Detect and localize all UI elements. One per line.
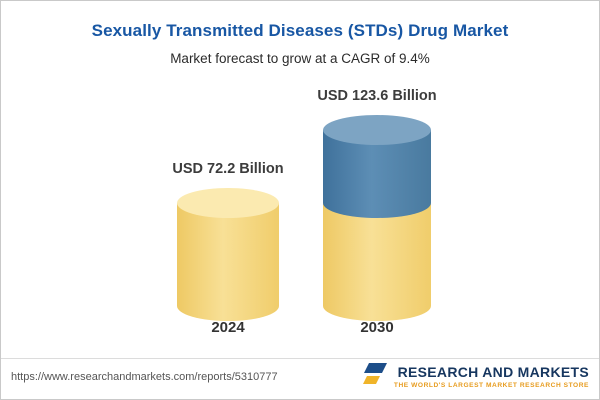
brand-tagline: THE WORLD'S LARGEST MARKET RESEARCH STOR… [393,382,589,389]
brand-text-block: RESEARCH AND MARKETS THE WORLD'S LARGEST… [394,364,589,389]
value-label-2024: USD 72.2 Billion [172,161,284,177]
research-and-markets-logo-icon [361,361,387,392]
bar-2024-top-ellipse [177,188,279,218]
page-subtitle: Market forecast to grow at a CAGR of 9.4… [170,51,430,66]
bar-2030-growth-top-ellipse [323,115,431,145]
brand-logo: RESEARCH AND MARKETS THE WORLD'S LARGEST… [361,361,589,392]
value-label-2030: USD 123.6 Billion [317,88,437,104]
bar-2024-body [177,203,279,306]
report-url: https://www.researchandmarkets.com/repor… [11,371,278,383]
brand-name: RESEARCH AND MARKETS [397,364,589,380]
axis-label-2030: 2030 [360,319,394,336]
footer-divider [1,358,599,359]
bar-2030-base-body [323,203,431,306]
page-title: Sexually Transmitted Diseases (STDs) Dru… [91,21,509,40]
axis-label-2024: 2024 [211,319,245,336]
